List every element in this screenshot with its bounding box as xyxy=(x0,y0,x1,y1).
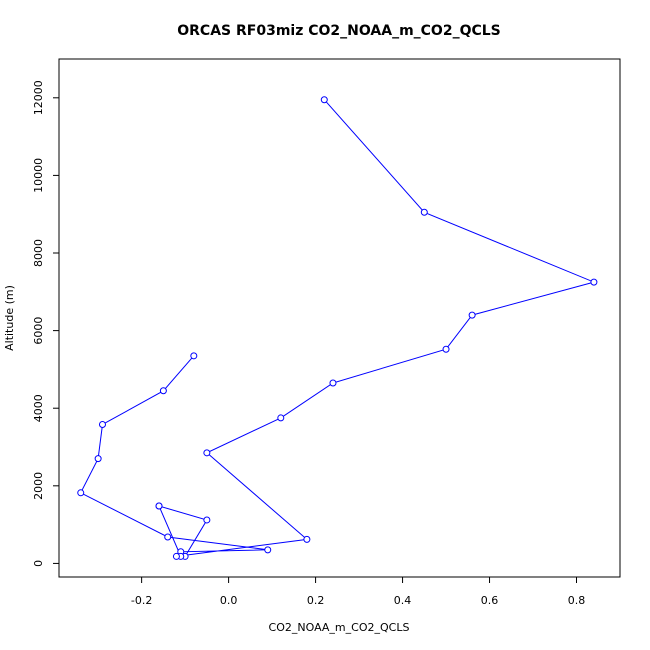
x-tick-label: 0.8 xyxy=(568,594,586,607)
data-point xyxy=(329,379,337,387)
series-line xyxy=(80,99,596,558)
data-point xyxy=(303,535,311,543)
x-tick-label: 0.4 xyxy=(394,594,412,607)
data-point xyxy=(420,208,428,216)
x-axis-label: CO2_NOAA_m_CO2_QCLS xyxy=(269,621,410,634)
data-point xyxy=(159,387,167,395)
data-point xyxy=(190,352,198,360)
y-tick-label: 10000 xyxy=(32,158,45,193)
data-point xyxy=(203,516,211,524)
series-layer xyxy=(77,96,598,560)
y-axis: 0 2000 4000 6000 8000 10000 12000 xyxy=(32,80,59,567)
plot-frame xyxy=(58,58,621,578)
y-tick-label: 4000 xyxy=(32,394,45,422)
y-tick-label: 6000 xyxy=(32,317,45,345)
y-tick-label: 0 xyxy=(32,560,45,567)
y-tick-label: 8000 xyxy=(32,239,45,267)
data-point xyxy=(164,533,172,541)
x-tick-label: 0.2 xyxy=(307,594,325,607)
data-point xyxy=(590,278,598,286)
data-point xyxy=(94,455,102,463)
data-point xyxy=(264,546,272,554)
data-point xyxy=(155,502,163,510)
data-point xyxy=(468,311,476,319)
data-point xyxy=(277,414,285,422)
x-axis: -0.2 0.0 0.2 0.4 0.6 0.8 xyxy=(131,577,585,607)
y-axis-label: Altitude (m) xyxy=(3,285,16,351)
data-point xyxy=(172,552,180,560)
data-point xyxy=(320,96,328,104)
x-tick-label: 0.0 xyxy=(220,594,238,607)
y-tick-label: 2000 xyxy=(32,472,45,500)
data-point xyxy=(442,345,450,353)
x-tick-label: 0.6 xyxy=(481,594,499,607)
data-point xyxy=(77,489,85,497)
data-point xyxy=(98,421,106,429)
y-tick-label: 12000 xyxy=(32,80,45,115)
data-point xyxy=(203,449,211,457)
chart-title: ORCAS RF03miz CO2_NOAA_m_CO2_QCLS xyxy=(177,23,501,39)
x-tick-label: -0.2 xyxy=(131,594,152,607)
